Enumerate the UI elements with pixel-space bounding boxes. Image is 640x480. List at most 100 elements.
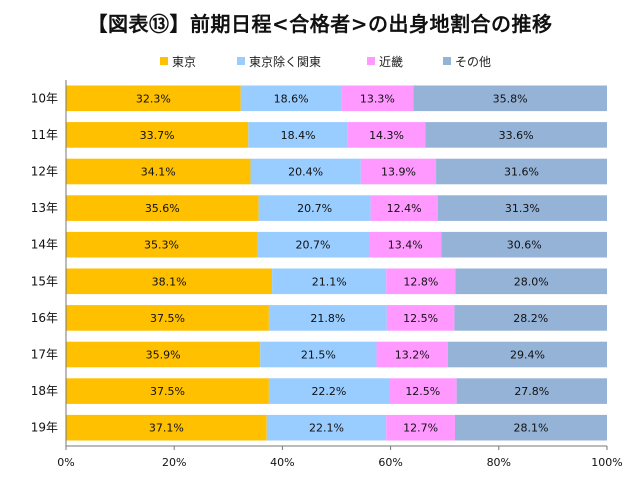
data-label-3-0: 35.6% — [145, 202, 180, 215]
bar-segment-3-3 — [437, 195, 607, 221]
data-label-7-3: 29.4% — [510, 349, 545, 362]
bar-segment-0-0 — [66, 85, 241, 112]
data-label-3-3: 31.3% — [505, 202, 540, 215]
bar-segment-1-0 — [66, 122, 249, 148]
x-tick-label-2: 40% — [270, 456, 294, 469]
bar-segment-5-3 — [455, 268, 607, 295]
bar-segment-0-2 — [341, 85, 414, 112]
data-label-4-2: 13.4% — [388, 239, 423, 252]
bar-segment-0-3 — [413, 85, 607, 112]
bar-segment-0-1 — [240, 85, 342, 112]
data-label-6-1: 21.8% — [310, 312, 345, 325]
bar-segment-7-0 — [66, 341, 261, 368]
data-label-1-0: 33.7% — [140, 129, 175, 142]
data-label-3-2: 12.4% — [387, 202, 422, 215]
data-label-5-2: 12.8% — [403, 275, 438, 288]
bar-segment-7-2 — [376, 341, 448, 368]
chart-title: 【図表⑬】前期日程<合格者>の出身地割合の推移 — [87, 12, 553, 36]
data-label-6-2: 12.5% — [403, 312, 438, 325]
bar-segment-4-1 — [256, 231, 369, 258]
bar-segment-1-1 — [248, 122, 348, 148]
bar-segment-8-2 — [388, 378, 457, 404]
bar-segment-9-1 — [266, 414, 387, 441]
legend-label-2: 近畿 — [379, 55, 403, 69]
bar-segment-9-2 — [386, 414, 455, 441]
data-label-8-1: 22.2% — [311, 385, 346, 398]
bar-segment-8-1 — [268, 378, 389, 404]
bar-segment-6-3 — [454, 305, 607, 331]
x-tick-label-4: 80% — [487, 456, 511, 469]
data-label-4-0: 35.3% — [144, 239, 179, 252]
data-label-3-1: 20.7% — [297, 202, 332, 215]
bar-segment-2-2 — [360, 158, 437, 185]
category-label-8: 18年 — [31, 384, 58, 398]
data-label-9-2: 12.7% — [403, 422, 438, 435]
category-label-6: 16年 — [31, 311, 58, 325]
bar-segment-4-2 — [368, 231, 442, 258]
data-label-8-2: 12.5% — [405, 385, 440, 398]
bar-segment-2-1 — [250, 158, 361, 185]
bar-segment-8-3 — [456, 378, 607, 404]
bar-segment-5-2 — [386, 268, 456, 295]
data-label-1-1: 18.4% — [281, 129, 316, 142]
category-label-5: 15年 — [31, 274, 58, 288]
x-tick-label-0: 0% — [57, 456, 74, 469]
x-tick-label-3: 60% — [378, 456, 402, 469]
bar-segment-4-0 — [66, 231, 257, 258]
category-label-7: 17年 — [31, 348, 58, 362]
bar-segment-7-1 — [260, 341, 377, 368]
category-label-0: 10年 — [31, 91, 58, 105]
data-label-2-2: 13.9% — [381, 166, 416, 179]
data-label-2-0: 34.1% — [141, 166, 176, 179]
bar-segment-4-3 — [441, 231, 607, 258]
bar-segment-6-2 — [386, 305, 455, 331]
bar-segment-3-2 — [370, 195, 438, 221]
data-label-8-3: 27.8% — [514, 385, 549, 398]
data-label-7-0: 35.9% — [146, 349, 181, 362]
data-label-1-3: 33.6% — [499, 129, 534, 142]
bar-segment-1-3 — [425, 122, 607, 148]
data-label-0-3: 35.8% — [493, 92, 528, 105]
x-tick-label-5: 100% — [591, 456, 622, 469]
data-label-9-1: 22.1% — [309, 422, 344, 435]
data-label-4-1: 20.7% — [295, 239, 330, 252]
bar-segment-6-1 — [268, 305, 387, 331]
bar-segment-3-1 — [258, 195, 371, 221]
data-label-0-0: 32.3% — [136, 92, 171, 105]
data-label-2-1: 20.4% — [288, 166, 323, 179]
category-label-4: 14年 — [31, 238, 58, 252]
bar-segment-1-2 — [347, 122, 426, 148]
bar-segment-8-0 — [66, 378, 269, 404]
legend-label-3: その他 — [455, 55, 491, 69]
bar-segment-5-0 — [66, 268, 273, 295]
data-label-6-0: 37.5% — [150, 312, 185, 325]
bar-segment-9-3 — [454, 414, 607, 441]
data-label-8-0: 37.5% — [150, 385, 185, 398]
legend-swatch-2 — [367, 57, 375, 65]
data-label-7-1: 21.5% — [301, 349, 336, 362]
data-label-0-1: 18.6% — [274, 92, 309, 105]
legend-swatch-3 — [443, 57, 451, 65]
bar-segment-9-0 — [66, 414, 267, 441]
category-label-1: 11年 — [31, 128, 58, 142]
data-label-9-3: 28.1% — [514, 422, 549, 435]
data-label-6-3: 28.2% — [513, 312, 548, 325]
bar-segment-5-1 — [272, 268, 387, 295]
x-tick-label-1: 20% — [162, 456, 186, 469]
legend-swatch-0 — [160, 57, 168, 65]
data-label-5-3: 28.0% — [514, 275, 549, 288]
category-label-9: 19年 — [31, 421, 58, 435]
data-label-5-0: 38.1% — [152, 275, 187, 288]
data-label-1-2: 14.3% — [369, 129, 404, 142]
data-label-0-2: 13.3% — [360, 92, 395, 105]
data-label-9-0: 37.1% — [149, 422, 184, 435]
legend-swatch-1 — [237, 57, 245, 65]
bar-segment-3-0 — [66, 195, 259, 221]
data-label-5-1: 21.1% — [312, 275, 347, 288]
category-label-2: 12年 — [31, 165, 58, 179]
bar-segment-2-3 — [436, 158, 607, 185]
legend-label-0: 東京 — [172, 55, 196, 69]
data-label-7-2: 13.2% — [395, 349, 430, 362]
